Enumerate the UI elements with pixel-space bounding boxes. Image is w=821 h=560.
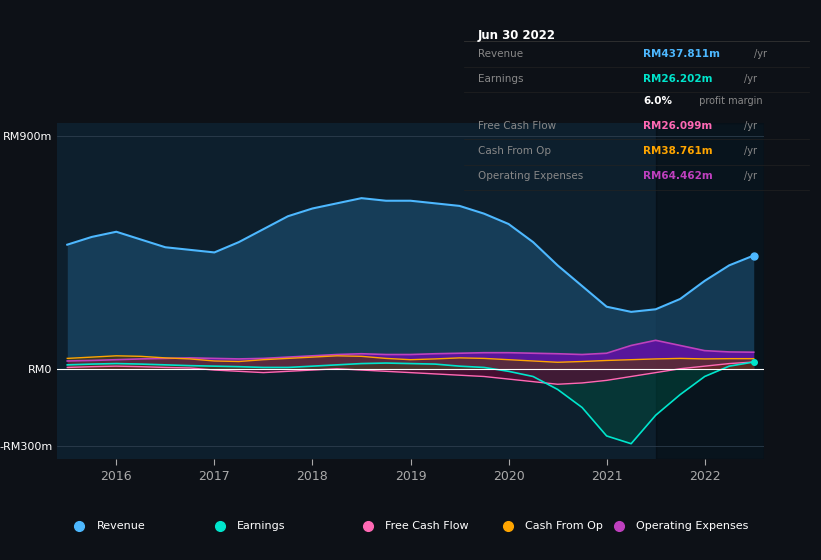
Text: RM26.202m: RM26.202m [643,74,713,84]
Text: RM26.099m: RM26.099m [643,121,713,131]
Text: Operating Expenses: Operating Expenses [636,521,748,531]
Text: profit margin: profit margin [695,96,762,106]
Text: /yr: /yr [754,49,767,59]
Text: RM38.761m: RM38.761m [643,146,713,156]
Text: Cash From Op: Cash From Op [525,521,603,531]
Text: RM437.811m: RM437.811m [643,49,720,59]
Text: /yr: /yr [744,121,757,131]
Text: RM64.462m: RM64.462m [643,171,713,181]
Bar [656,123,764,459]
Text: Free Cash Flow: Free Cash Flow [384,521,468,531]
Text: /yr: /yr [744,74,757,84]
Text: /yr: /yr [744,146,757,156]
Text: Jun 30 2022: Jun 30 2022 [478,29,556,41]
Text: Revenue: Revenue [478,49,523,59]
Text: Earnings: Earnings [478,74,523,84]
Text: Free Cash Flow: Free Cash Flow [478,121,556,131]
Text: Operating Expenses: Operating Expenses [478,171,583,181]
Text: Revenue: Revenue [97,521,145,531]
Text: Earnings: Earnings [237,521,286,531]
Text: /yr: /yr [744,171,757,181]
Text: 6.0%: 6.0% [643,96,672,106]
Text: Cash From Op: Cash From Op [478,146,551,156]
